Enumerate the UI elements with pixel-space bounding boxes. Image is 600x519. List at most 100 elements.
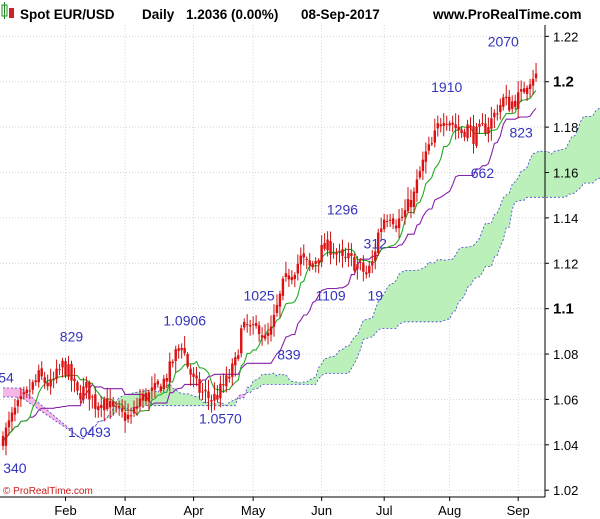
candle-body <box>159 386 163 391</box>
candle-body <box>234 357 237 366</box>
x-tick-label: Aug <box>438 503 461 518</box>
candle-body <box>201 391 204 393</box>
indicator-lines <box>2 90 537 442</box>
candle-body <box>317 260 320 264</box>
candle-body <box>487 127 490 134</box>
candle-body <box>329 241 332 255</box>
candle-body <box>52 378 55 380</box>
interval-label: Daily <box>142 7 175 22</box>
watermark: © ProRealTime.com <box>3 486 93 497</box>
candle-body <box>207 391 210 399</box>
candle-body <box>359 262 362 264</box>
candle-body <box>49 379 52 387</box>
x-tick-label: Mar <box>114 503 137 518</box>
candle-body <box>204 389 207 392</box>
annotation-label: 54 <box>0 369 14 385</box>
candle-body <box>120 408 124 412</box>
candle-body <box>388 219 392 221</box>
annotation-label: 662 <box>471 165 495 181</box>
candle-body <box>406 199 410 212</box>
candle-body <box>180 347 183 351</box>
candle-body <box>192 373 195 377</box>
annotation-label: 1.0493 <box>68 424 111 440</box>
x-tick-label: Apr <box>183 503 204 518</box>
candle-body <box>436 123 439 129</box>
candle-body <box>19 396 23 400</box>
candle-body <box>531 78 535 86</box>
annotation-label: 1.0906 <box>163 313 206 329</box>
candle-body <box>525 87 529 94</box>
y-tick-label: 1.14 <box>553 211 578 226</box>
candle-body <box>126 414 130 420</box>
annotation-label: 340 <box>3 460 27 476</box>
candle-body <box>174 349 177 362</box>
candle-body <box>302 253 305 258</box>
y-tick-label: 1.22 <box>553 29 578 44</box>
y-tick-label: 1.2 <box>553 74 574 91</box>
candle-body <box>106 398 109 410</box>
candle-body <box>144 392 148 402</box>
candle-body <box>397 218 401 229</box>
candle-body <box>433 130 436 143</box>
candle-body <box>248 325 252 327</box>
candle-body <box>522 88 526 93</box>
candle-body <box>195 375 198 379</box>
candle-body <box>28 390 32 392</box>
candle-body <box>472 126 475 144</box>
y-tick-label: 1.12 <box>553 256 578 271</box>
candle-body <box>88 382 91 400</box>
candle-body <box>451 122 454 125</box>
tenkan-sen-line <box>2 90 537 442</box>
candle-body <box>222 384 225 386</box>
y-tick-label: 1.04 <box>553 438 578 453</box>
candle-body <box>257 325 261 335</box>
price-change: 1.2036 (0.00%) <box>186 7 278 22</box>
annotations: 2070 1910 823 662 1296 312 1025 1109 19 1.0906 829… <box>0 34 533 477</box>
candle-body <box>305 258 308 260</box>
y-tick-label: 1.18 <box>553 120 578 135</box>
candle-body <box>168 361 171 382</box>
candle-body <box>1 436 5 446</box>
candle-body <box>320 244 323 263</box>
candle-body <box>40 368 43 377</box>
candle-body <box>394 225 398 229</box>
candle-body <box>308 260 311 266</box>
candle-body <box>332 253 335 255</box>
candle-body <box>216 395 219 400</box>
candle-body <box>109 400 112 408</box>
x-tick-label: Sep <box>507 503 530 518</box>
candle-body <box>269 326 273 335</box>
annotation-label: 1025 <box>244 288 275 304</box>
candle-body <box>499 104 502 113</box>
candle-body <box>475 126 478 146</box>
candle-body <box>103 399 106 411</box>
candle-body <box>350 253 353 256</box>
candle-body <box>508 96 511 111</box>
candle-body <box>162 378 166 389</box>
candle-body <box>64 361 67 376</box>
grid-lines <box>0 25 545 497</box>
candle-body <box>70 363 73 381</box>
candle-body <box>266 332 270 336</box>
candle-body <box>7 420 11 428</box>
candle-body <box>412 191 416 207</box>
candle-body <box>129 415 133 417</box>
candle-body <box>219 383 222 399</box>
candle-body <box>445 123 448 125</box>
candle-body <box>484 123 487 134</box>
annotation-label: 1109 <box>316 288 346 304</box>
cloud-segment-bearish <box>238 387 248 399</box>
candle-body <box>374 251 377 262</box>
candle-body <box>198 378 201 393</box>
y-tick-label: 1.02 <box>553 483 578 498</box>
candle-body <box>16 400 20 407</box>
candle-body <box>415 179 419 194</box>
candle-body <box>478 123 481 127</box>
candle-body <box>338 250 341 252</box>
candle-body <box>362 262 365 272</box>
candle-body <box>344 256 347 258</box>
candle-body <box>260 335 264 338</box>
x-tick-label: Feb <box>54 503 76 518</box>
candle-body <box>481 123 484 125</box>
